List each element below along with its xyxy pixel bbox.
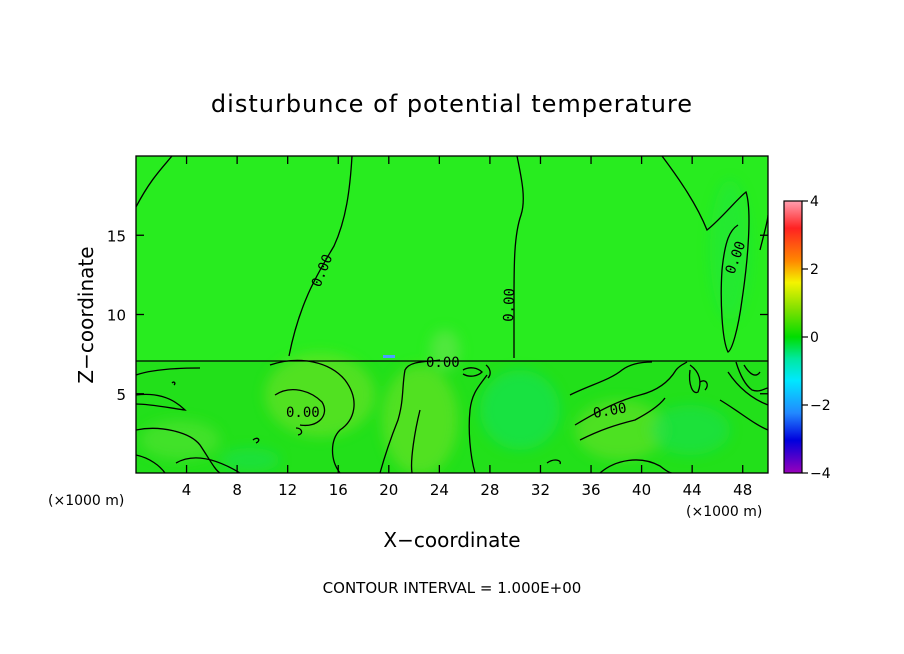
x-tick-label: 28 bbox=[480, 481, 499, 499]
x-tick-label: 12 bbox=[278, 481, 297, 499]
contour-label: 0.00 bbox=[286, 405, 320, 421]
x-unit-right: (×1000 m) bbox=[686, 504, 762, 520]
x-tick-label: 48 bbox=[733, 481, 752, 499]
blue-speck bbox=[383, 355, 395, 358]
contour-label: 0.00 bbox=[592, 400, 628, 422]
y-tick-label: 5 bbox=[116, 386, 126, 404]
colorbar bbox=[783, 200, 803, 474]
x-tick-label: 36 bbox=[581, 481, 600, 499]
contour-label: 0.00 bbox=[501, 288, 518, 322]
x-tick-label: 44 bbox=[683, 481, 702, 499]
field-patches bbox=[140, 180, 750, 473]
x-tick-label: 8 bbox=[232, 481, 242, 499]
colorbar-tick-label: −2 bbox=[810, 398, 831, 414]
x-tick-label: 32 bbox=[531, 481, 550, 499]
x-tick-label: 24 bbox=[430, 481, 449, 499]
colorbar-ticks: 4 2 0 −2 −4 bbox=[802, 194, 831, 482]
colorbar-tick-label: −4 bbox=[810, 466, 831, 482]
x-tick-label: 40 bbox=[632, 481, 651, 499]
x-tick-label: 20 bbox=[379, 481, 398, 499]
contour-interval-note: CONTOUR INTERVAL = 1.000E+00 bbox=[323, 579, 582, 597]
y-axis-label: Z−coordinate bbox=[74, 246, 98, 383]
x-axis-label: X−coordinate bbox=[383, 528, 520, 552]
plot-area bbox=[136, 156, 768, 473]
contour-label: 0.00 bbox=[426, 355, 460, 371]
chart-title: disturbunce of potential temperature bbox=[211, 90, 693, 118]
x-tick-label: 16 bbox=[329, 481, 348, 499]
y-tick-label: 10 bbox=[107, 307, 126, 325]
colorbar-tick-label: 0 bbox=[810, 330, 819, 346]
colorbar-tick-label: 4 bbox=[810, 194, 819, 210]
field-upper-region bbox=[136, 156, 768, 361]
x-unit-left: (×1000 m) bbox=[48, 493, 124, 509]
colorbar-tick-label: 2 bbox=[810, 262, 819, 278]
x-tick-label: 4 bbox=[182, 481, 192, 499]
y-tick-label: 15 bbox=[107, 227, 126, 245]
